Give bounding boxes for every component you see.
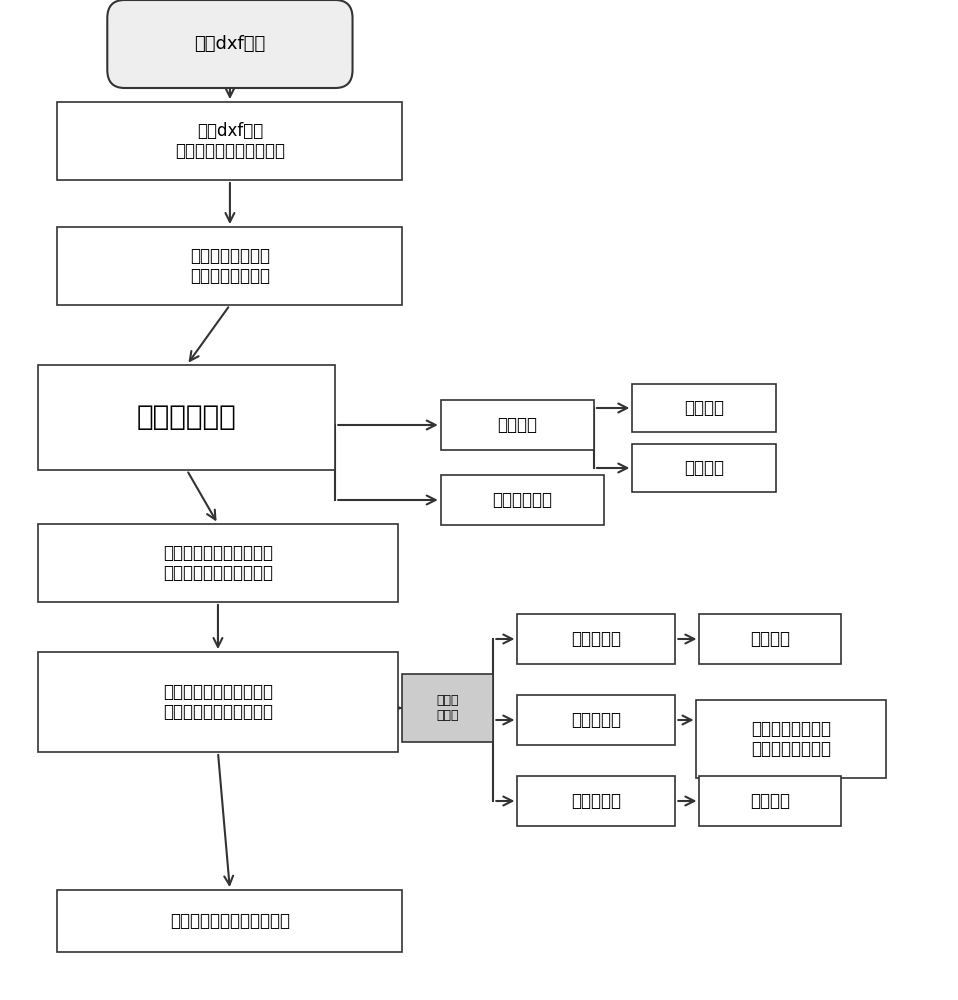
Bar: [57, 227, 402, 305]
Text: 设计填充样式: 设计填充样式: [137, 403, 237, 432]
Bar: [517, 695, 675, 745]
Text: 模式选择: 模式选择: [497, 416, 537, 434]
Bar: [38, 524, 398, 602]
Text: 全部保留: 全部保留: [750, 630, 790, 648]
Text: 相邻的同行或同列
矩形进行合并处理: 相邻的同行或同列 矩形进行合并处理: [751, 720, 832, 758]
Text: 相交的矩形: 相交的矩形: [571, 711, 622, 729]
Bar: [632, 384, 776, 432]
Text: 填充的所有小矩形与非规
则闭合图形进行碰撞检测: 填充的所有小矩形与非规 则闭合图形进行碰撞检测: [163, 683, 273, 721]
Text: 全部删除: 全部删除: [750, 792, 790, 810]
Text: 包含的矩形: 包含的矩形: [571, 630, 622, 648]
Text: 对非规则平面图形
进行外切矩形包络: 对非规则平面图形 进行外切矩形包络: [190, 247, 270, 285]
Bar: [699, 614, 841, 664]
Bar: [632, 444, 776, 492]
Bar: [699, 776, 841, 826]
Text: 单一模式: 单一模式: [684, 399, 724, 417]
Bar: [402, 674, 493, 742]
Bar: [38, 365, 335, 470]
Bar: [441, 400, 594, 450]
Text: 包络矩形区域按填充样式
进行矩形块网格覆盖填充: 包络矩形区域按填充样式 进行矩形块网格覆盖填充: [163, 544, 273, 582]
Text: 组合模式: 组合模式: [684, 459, 724, 477]
FancyBboxPatch shape: [107, 0, 353, 88]
Bar: [696, 700, 886, 778]
Text: 统计填充矩形的规格和数量: 统计填充矩形的规格和数量: [170, 912, 290, 930]
Text: 导入dxf文件: 导入dxf文件: [194, 35, 265, 53]
Bar: [517, 776, 675, 826]
Bar: [57, 102, 402, 180]
Bar: [517, 614, 675, 664]
Bar: [38, 652, 398, 752]
Text: 相离的矩形: 相离的矩形: [571, 792, 622, 810]
Bar: [57, 890, 402, 952]
Bar: [441, 475, 604, 525]
Text: 矩形尺寸设置: 矩形尺寸设置: [492, 491, 552, 509]
Text: 解析dxf文件
（非规则平面闭合图形）: 解析dxf文件 （非规则平面闭合图形）: [175, 122, 285, 160]
Text: 碰撞检
测结果: 碰撞检 测结果: [437, 694, 459, 722]
